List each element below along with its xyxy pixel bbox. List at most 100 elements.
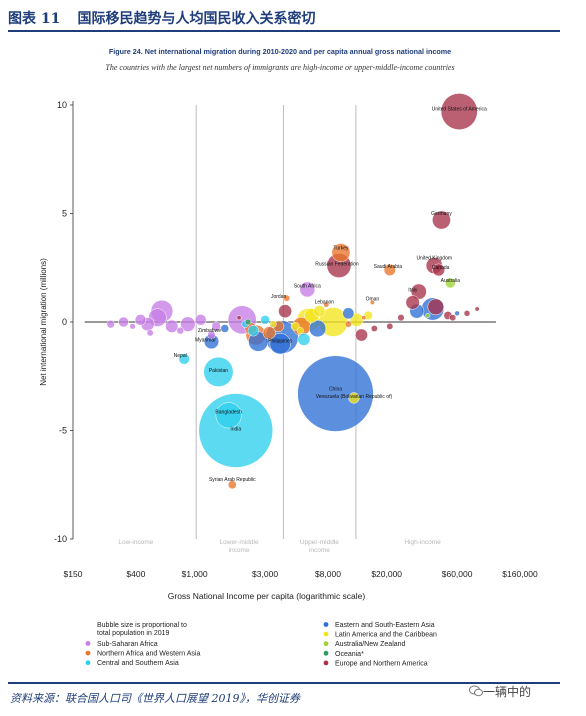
x-tick-label: $1,000 bbox=[182, 569, 208, 579]
income-group-label: Low-income bbox=[118, 539, 153, 546]
source-note: 资料来源：联合国人口司《世界人口展望 2019》，华创证券 bbox=[10, 692, 300, 705]
legend-label: Latin America and the Caribbean bbox=[335, 632, 437, 639]
bubble-united-states-of-america bbox=[440, 93, 478, 130]
figure-header: 图表 11 国际移民趋势与人均国民收入关系密切 bbox=[8, 8, 560, 32]
legend-label: Central and Southern Asia bbox=[97, 660, 179, 667]
point-label: China bbox=[329, 387, 342, 393]
chart-title: Figure 24. Net international migration d… bbox=[108, 47, 452, 56]
x-axis-label: Gross National Income per capita (logari… bbox=[168, 591, 366, 601]
bubble-country bbox=[297, 332, 311, 346]
figure-title: 国际移民趋势与人均国民收入关系密切 bbox=[77, 11, 316, 27]
x-tick-label: $160,000 bbox=[502, 569, 538, 579]
point-label: Italy bbox=[408, 288, 418, 294]
bubble-country bbox=[308, 319, 327, 338]
bubble-country bbox=[129, 323, 136, 330]
bubble-south-africa bbox=[299, 281, 316, 298]
point-label: Australia bbox=[441, 278, 461, 284]
x-tick-label: $8,000 bbox=[315, 569, 341, 579]
y-tick-label: 5 bbox=[62, 209, 67, 219]
y-axis-label: Net international migration (millions) bbox=[39, 258, 48, 386]
legend-label: Northern Africa and Western Asia bbox=[97, 651, 200, 658]
bubble-country bbox=[146, 329, 154, 337]
bubble-jordan bbox=[283, 294, 291, 302]
point-label: Saudi Arabia bbox=[374, 264, 403, 270]
point-label: United Kingdom bbox=[416, 256, 452, 262]
bubble-country bbox=[180, 316, 196, 332]
bubble-venezuela-bolivarian-republic-of bbox=[348, 392, 360, 404]
bubble-country bbox=[342, 307, 355, 320]
point-label: Oman bbox=[366, 296, 380, 302]
bubble-country bbox=[278, 304, 292, 319]
legend-marker bbox=[323, 660, 329, 666]
bubble-pakistan bbox=[203, 356, 234, 387]
bubble-country bbox=[220, 324, 230, 333]
point-label: Zimbabwe bbox=[198, 328, 221, 334]
bubble-country bbox=[405, 295, 420, 310]
bubble-country bbox=[195, 314, 207, 326]
bubble-country bbox=[247, 324, 260, 337]
bubble-zimbabwe bbox=[207, 330, 216, 340]
income-group-label: income bbox=[229, 547, 250, 554]
point-label: Jordan bbox=[271, 294, 287, 300]
wechat-icon bbox=[469, 685, 483, 697]
bubble-country bbox=[269, 320, 277, 328]
bubble-country bbox=[355, 328, 368, 342]
point-label: Syrian Arab Republic bbox=[209, 477, 256, 483]
x-tick-label: $3,000 bbox=[252, 569, 278, 579]
bubble-country bbox=[397, 314, 405, 322]
point-label: Russian Federation bbox=[315, 262, 359, 268]
point-label: Philippines bbox=[268, 339, 293, 345]
bubble-country bbox=[176, 326, 185, 335]
bubble-syrian-arab-republic bbox=[227, 480, 237, 490]
legend-label: Europe and Northern America bbox=[335, 660, 428, 667]
legend-label: Sub-Saharan Africa bbox=[97, 641, 158, 648]
bubble-country bbox=[244, 318, 252, 326]
legend-marker bbox=[85, 660, 91, 666]
legend-note: total population in 2019 bbox=[97, 630, 169, 637]
bubble-country bbox=[134, 314, 147, 326]
bubble-country bbox=[425, 313, 431, 318]
bubble-bangladesh bbox=[215, 402, 242, 429]
bubble-country bbox=[370, 325, 378, 332]
point-label: Turkey bbox=[333, 246, 349, 252]
legend-marker bbox=[323, 631, 329, 637]
footer-rule bbox=[8, 682, 560, 684]
x-tick-label: $20,000 bbox=[371, 569, 402, 579]
bubble-country bbox=[106, 320, 115, 329]
bubble-country bbox=[165, 319, 179, 333]
bubble-china bbox=[297, 355, 374, 432]
income-group-label: High-income bbox=[404, 539, 441, 546]
income-group-label: Upper-middle bbox=[300, 539, 339, 546]
y-tick-label: -10 bbox=[54, 534, 67, 544]
bubble-country bbox=[454, 310, 460, 317]
bubble-country bbox=[260, 315, 270, 325]
point-label: South Africa bbox=[294, 283, 321, 289]
point-label: Germany bbox=[431, 211, 452, 217]
bubble-australia bbox=[445, 277, 456, 289]
bubble-country bbox=[386, 322, 394, 330]
bubble-country bbox=[427, 298, 445, 316]
point-label: Lebanon bbox=[315, 300, 335, 306]
bubble-nepal bbox=[178, 353, 190, 365]
bubble-canada bbox=[432, 263, 446, 277]
legend-marker bbox=[85, 641, 91, 646]
point-label: Venezuela (Bolivarian Republic of) bbox=[316, 394, 393, 400]
bubble-oman bbox=[369, 299, 375, 305]
bubble-country bbox=[211, 321, 221, 332]
point-label: Nepal bbox=[174, 353, 187, 359]
bubble-country bbox=[361, 315, 367, 321]
legend-marker bbox=[323, 622, 329, 627]
point-label: India bbox=[230, 427, 241, 433]
point-label: Canada bbox=[432, 265, 450, 271]
point-label: Myanmar bbox=[195, 338, 216, 344]
watermark-text: 一辆中的 bbox=[483, 685, 532, 699]
x-tick-label: $60,000 bbox=[442, 569, 473, 579]
legend-marker bbox=[85, 650, 91, 656]
bubble-country bbox=[262, 326, 276, 340]
legend-label: Australia/New Zealand bbox=[335, 641, 406, 648]
legend-marker bbox=[323, 650, 329, 656]
figure-number: 图表 11 bbox=[8, 11, 61, 27]
bubble-country bbox=[313, 305, 326, 318]
bubble-turkey bbox=[331, 243, 351, 262]
y-tick-label: -5 bbox=[59, 426, 67, 436]
